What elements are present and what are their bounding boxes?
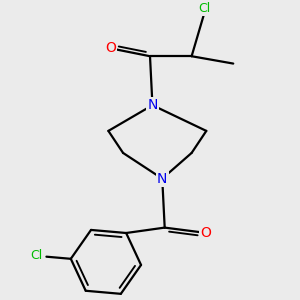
Text: Cl: Cl: [31, 249, 43, 262]
Text: N: N: [157, 172, 167, 186]
Text: N: N: [147, 98, 158, 112]
Text: Cl: Cl: [199, 2, 211, 15]
Text: O: O: [200, 226, 211, 239]
Text: O: O: [105, 41, 116, 55]
